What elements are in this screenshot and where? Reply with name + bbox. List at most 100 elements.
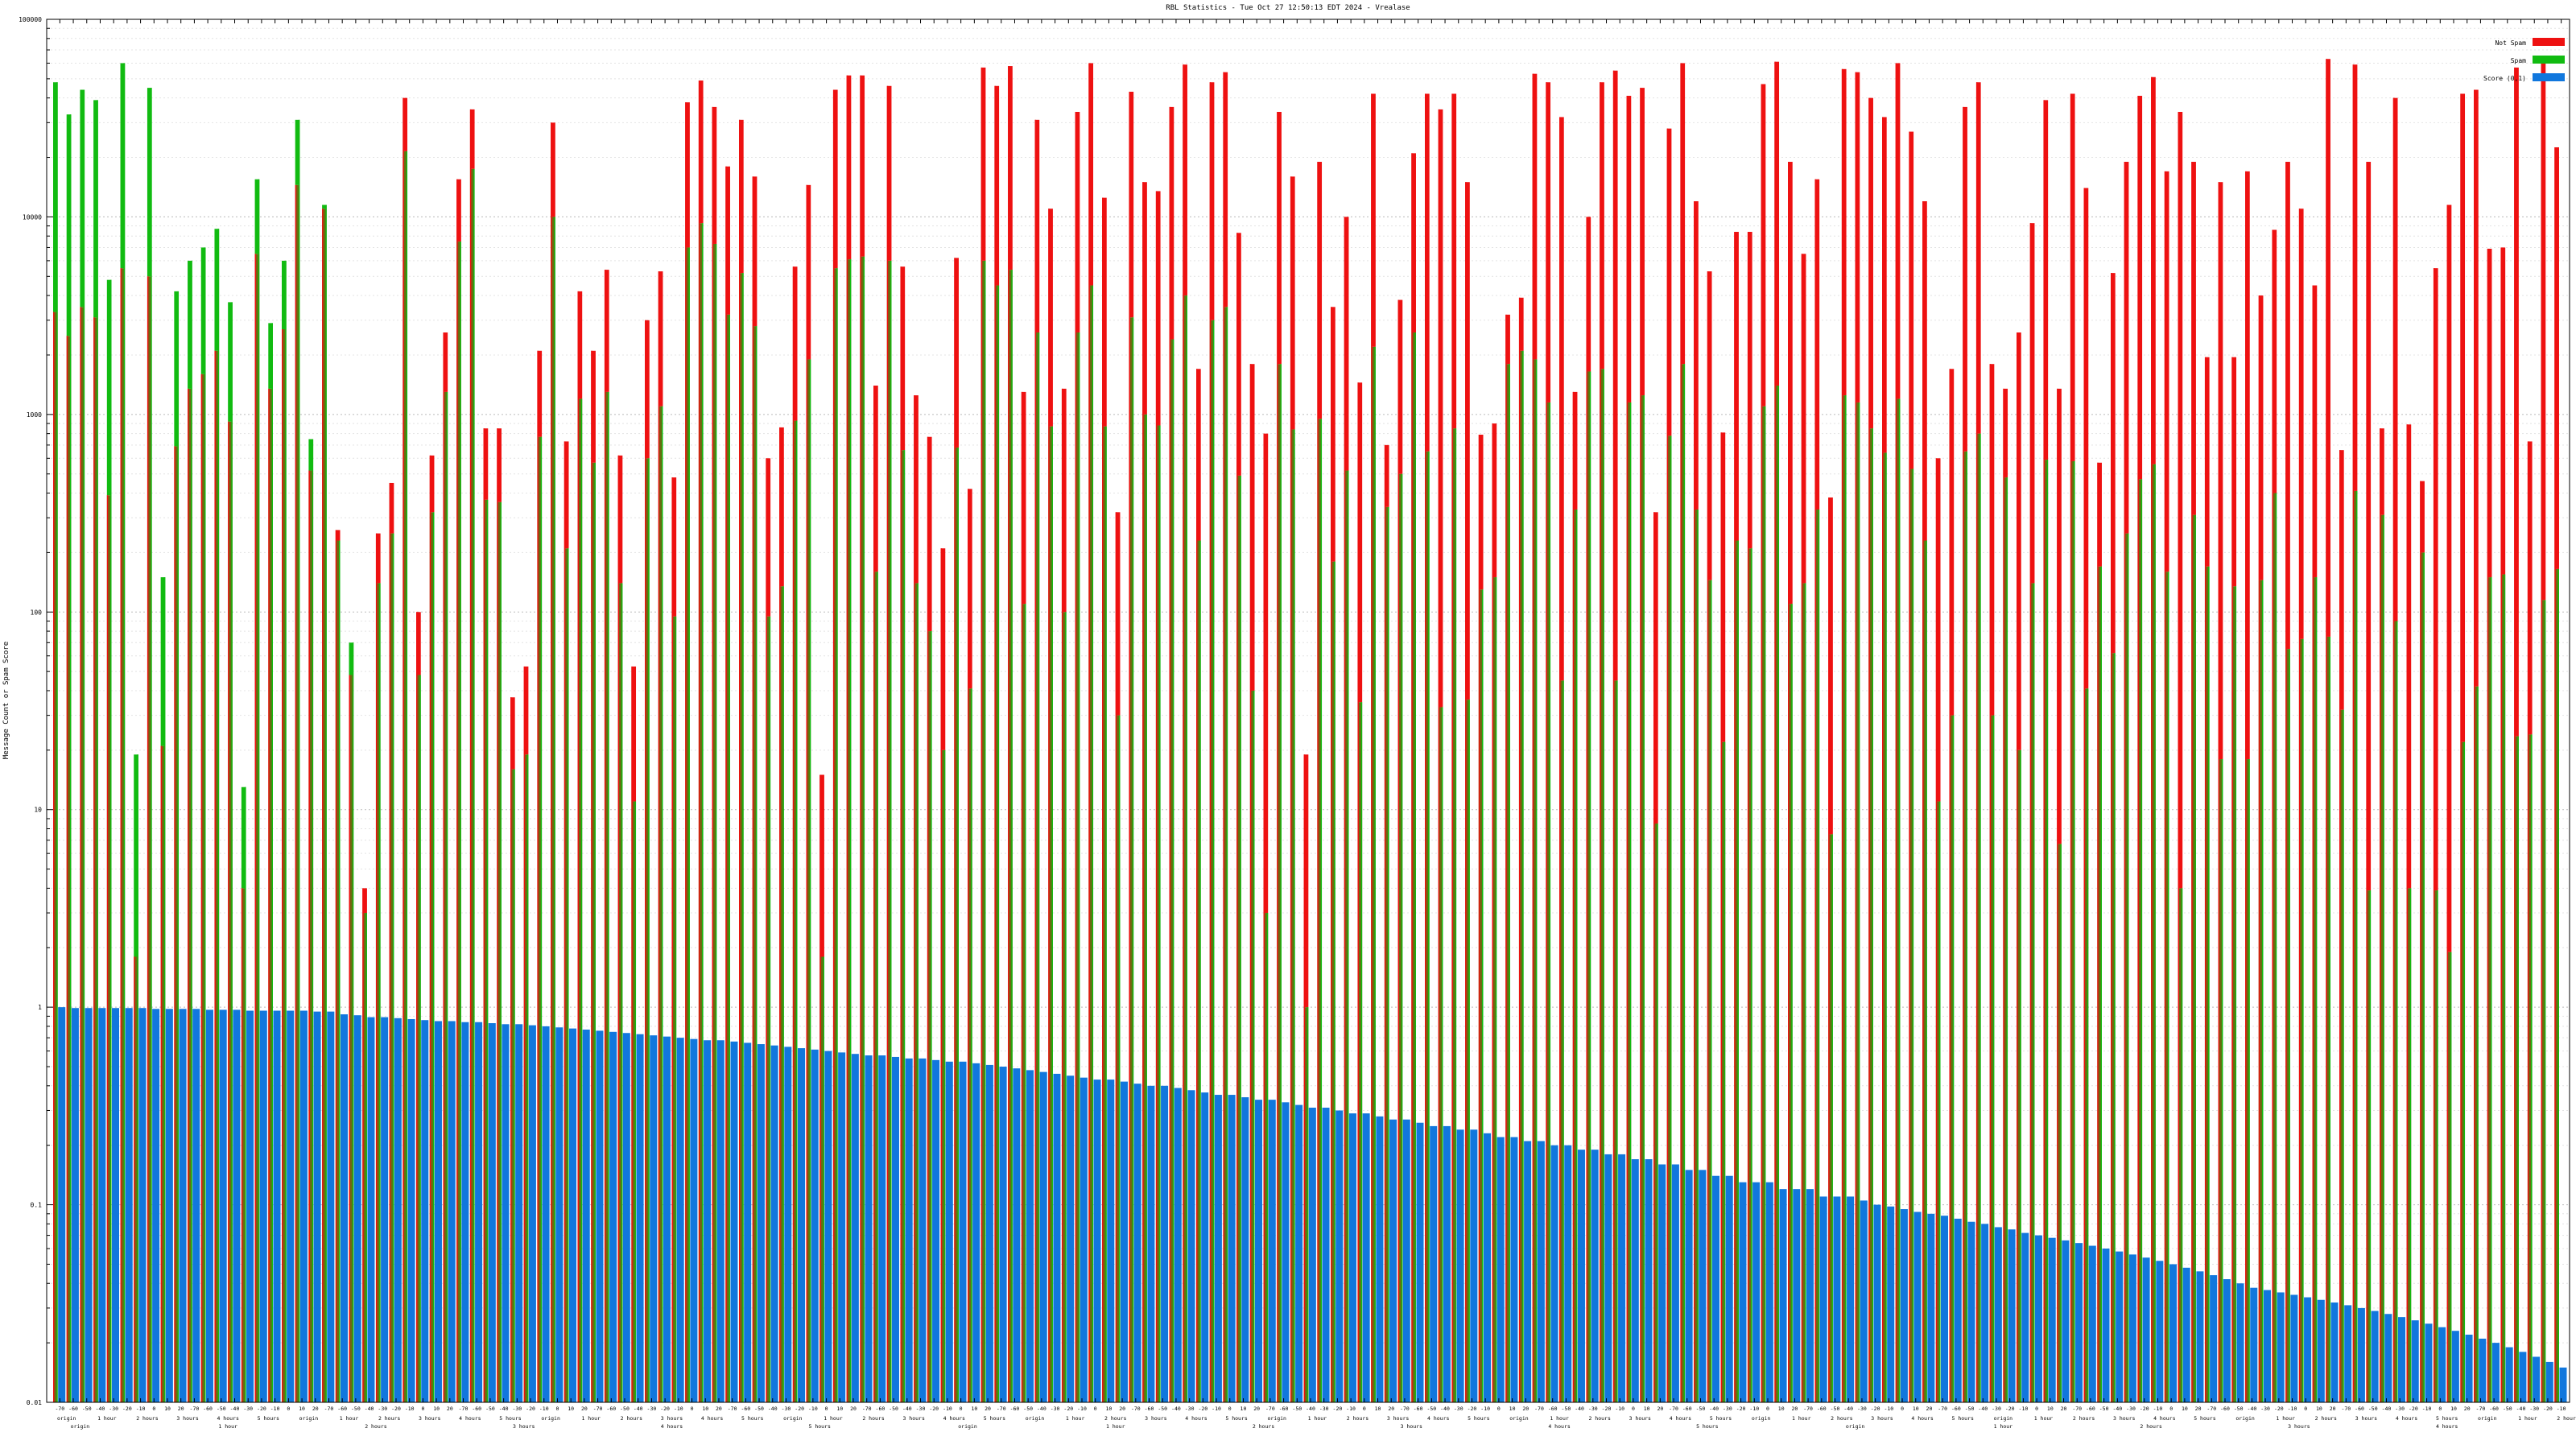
overlap-bar (2231, 586, 2237, 1402)
overlap-bar (1600, 369, 1604, 1403)
spam-bar-edge (1320, 419, 1323, 1402)
not-spam-bar-edge (886, 85, 889, 1403)
x-sub-label: 2 hours (2140, 1423, 2161, 1430)
overlap-bar (658, 406, 663, 1402)
score-bar (2196, 1271, 2204, 1402)
overlap-bar (2204, 566, 2210, 1402)
overlap-bar (469, 168, 475, 1403)
x-tick-label: 20 (2061, 1406, 2067, 1412)
spam-bar-edge (1468, 700, 1470, 1402)
score-bar (972, 1063, 980, 1402)
x-sub-label: 5 hours (499, 1415, 521, 1422)
not-spam-bar-edge (147, 276, 149, 1402)
not-spam-bar-edge (591, 350, 592, 1402)
x-sub-label: 3 hours (419, 1415, 440, 1422)
x-tick-label: -50 (2099, 1406, 2109, 1412)
x-sub-label: origin (1846, 1423, 1865, 1430)
not-spam-bar-edge (698, 80, 700, 1402)
x-tick-label: 10 (2047, 1406, 2054, 1412)
not-spam-bar-edge (564, 441, 566, 1402)
spam-bar-edge (352, 642, 354, 1402)
not-spam-bar (564, 441, 569, 549)
x-tick-label: 10 (1913, 1406, 1919, 1412)
legend-label: Not Spam (2495, 39, 2526, 47)
spam-bar-edge (1885, 452, 1887, 1403)
x-tick-label: -70 (1938, 1406, 1947, 1412)
not-spam-bar-edge (2527, 441, 2529, 1402)
spam-bar-edge (931, 631, 932, 1402)
not-spam-bar (2487, 248, 2492, 578)
score-bar (1913, 1212, 1922, 1402)
not-spam-bar (2339, 450, 2344, 710)
x-tick-label: -10 (1615, 1406, 1624, 1412)
spam-bar-edge (1240, 475, 1241, 1403)
not-spam-bar (1841, 68, 1847, 396)
score-bar (381, 1017, 389, 1402)
x-sub-label: origin (299, 1415, 319, 1422)
not-spam-bar (1600, 82, 1604, 369)
spam-bar (160, 577, 166, 746)
not-spam-bar-edge (416, 612, 418, 1402)
x-tick-label: -20 (1333, 1406, 1343, 1412)
overlap-bar (1290, 429, 1295, 1402)
x-tick-label: 20 (447, 1406, 453, 1412)
x-tick-label: -70 (1131, 1406, 1141, 1412)
spam-bar-edge (2194, 514, 2196, 1402)
not-spam-bar (792, 266, 798, 421)
not-spam-bar (1774, 61, 1780, 386)
overlap-bar (335, 540, 341, 1403)
overlap-bar (2433, 890, 2438, 1402)
x-tick-label: -40 (2382, 1406, 2392, 1412)
overlap-bar (2245, 759, 2250, 1402)
spam-bar-edge (1751, 548, 1752, 1403)
not-spam-bar (832, 89, 838, 269)
not-spam-bar-edge (469, 109, 472, 1403)
x-tick-label: -50 (1831, 1406, 1840, 1412)
overlap-bar (1425, 451, 1430, 1402)
x-tick-label: -70 (1669, 1406, 1678, 1412)
score-bar (770, 1045, 778, 1402)
spam-bar-edge (163, 577, 166, 1402)
not-spam-bar-edge (1747, 232, 1749, 1403)
spam-bar-edge (2302, 638, 2304, 1402)
not-spam-bar-edge (1048, 208, 1050, 1402)
overlap-bar (2083, 688, 2089, 1402)
x-tick-label: -50 (889, 1406, 898, 1412)
x-tick-label: -40 (768, 1406, 778, 1412)
x-tick-label: -10 (1077, 1406, 1087, 1412)
x-tick-label: 0 (1766, 1406, 1769, 1412)
not-spam-bar-edge (362, 888, 364, 1402)
overlap-bar (2298, 638, 2304, 1402)
x-tick-label: -30 (1319, 1406, 1329, 1412)
x-sub-label: 3 hours (513, 1423, 535, 1430)
not-spam-bar-edge (712, 106, 714, 1403)
spam-bar-edge (419, 675, 421, 1402)
overlap-bar (779, 586, 784, 1402)
not-spam-bar (1438, 109, 1443, 708)
not-spam-bar-edge (1801, 254, 1803, 1402)
spam-bar-edge (971, 688, 972, 1402)
score-bar (1887, 1206, 1895, 1402)
x-tick-label: -40 (2516, 1406, 2526, 1412)
score-bar (1819, 1196, 1827, 1402)
overlap-bar (1572, 510, 1578, 1402)
x-sub-label: 4 hours (459, 1415, 481, 1422)
not-spam-bar-edge (1371, 93, 1373, 1403)
x-tick-label: -20 (2140, 1406, 2149, 1412)
not-spam-bar-edge (685, 102, 687, 1403)
not-spam-bar (1572, 391, 1578, 510)
x-tick-label: -60 (1279, 1406, 1289, 1412)
spam-bar-edge (917, 583, 919, 1402)
not-spam-bar (2057, 388, 2062, 844)
spam-bar-edge (526, 754, 529, 1402)
not-spam-bar (1075, 111, 1080, 333)
overlap-bar (2043, 460, 2049, 1402)
not-spam-bar-edge (2164, 171, 2166, 1402)
spam-bar-edge (271, 323, 273, 1402)
spam-bar-edge (621, 583, 623, 1402)
score-bar (757, 1044, 765, 1402)
not-spam-bar (1707, 271, 1712, 580)
score-bar (2438, 1327, 2446, 1402)
x-tick-label: 10 (2450, 1406, 2457, 1412)
spam-bar-edge (1791, 604, 1793, 1402)
